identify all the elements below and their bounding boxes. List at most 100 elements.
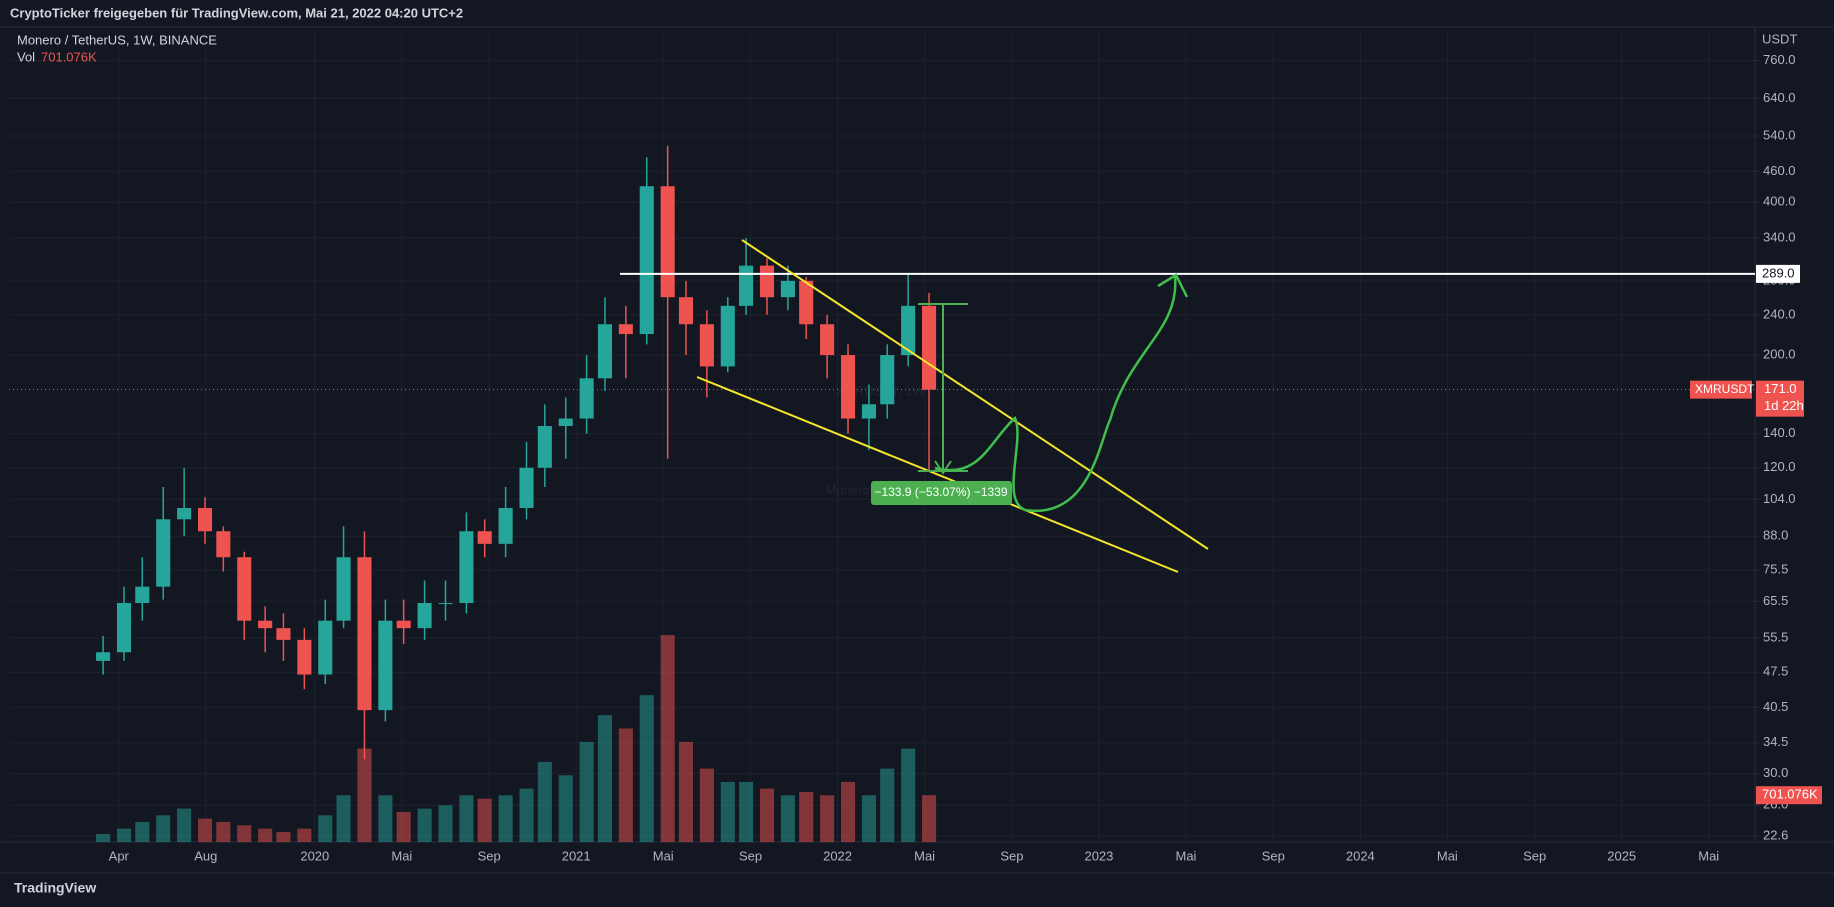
candle-body xyxy=(357,557,372,711)
measure-label: −133.9 (−53.07%) −1339 xyxy=(874,485,1007,499)
candle-body xyxy=(820,324,835,356)
y-tick-label: 22.6 xyxy=(1763,828,1788,843)
candle-body xyxy=(258,620,273,629)
volume-bar xyxy=(639,695,654,842)
price-tag xyxy=(1756,380,1804,417)
y-tick-label: 460.0 xyxy=(1763,163,1796,178)
candle-body xyxy=(759,265,775,298)
candle-body xyxy=(498,507,513,544)
volume-bar xyxy=(579,741,594,842)
candle-body xyxy=(558,418,573,427)
volume-bar xyxy=(258,828,273,842)
volume-bar xyxy=(880,768,895,842)
candle-body xyxy=(156,519,171,587)
volume-bar xyxy=(660,635,675,842)
volume-bar xyxy=(96,833,111,842)
volume-bar xyxy=(459,795,474,842)
candle-body xyxy=(318,620,333,675)
volume-bar xyxy=(840,781,856,842)
volume-bar xyxy=(678,741,694,842)
candle-body xyxy=(579,378,594,419)
countdown-label: 1d 22h xyxy=(1764,398,1804,413)
x-tick-label: 2024 xyxy=(1346,848,1375,863)
symbol-tag xyxy=(1690,380,1752,399)
measure-tool xyxy=(918,303,968,475)
candle-body xyxy=(438,603,453,605)
x-tick-label: Sep xyxy=(1523,848,1546,863)
volume-bar xyxy=(922,795,937,842)
candle-body xyxy=(639,186,654,335)
price-tags: 289.0 XMRUSDT 171.0 1d 22h 701.076K xyxy=(1690,264,1822,805)
volume-bar xyxy=(156,815,171,842)
y-tick-label: 40.5 xyxy=(1763,699,1788,714)
volume-bar xyxy=(135,821,150,842)
volume-bar xyxy=(237,825,252,842)
volume-bar xyxy=(276,831,291,842)
candle-body xyxy=(799,280,814,325)
x-tick-label: 2020 xyxy=(300,848,329,863)
y-tick-label: 340.0 xyxy=(1763,229,1796,244)
drawings: −133.9 (−53.07%) −1339 xyxy=(696,239,1209,573)
x-tick-label: Sep xyxy=(1000,848,1023,863)
x-tick-label: 2021 xyxy=(562,848,591,863)
candle-body xyxy=(197,507,213,532)
x-tick-label: 2023 xyxy=(1084,848,1113,863)
measure-box xyxy=(871,481,1012,505)
volume-bar xyxy=(699,768,714,842)
candle-body xyxy=(780,280,795,298)
y-tick-label: 640.0 xyxy=(1763,90,1796,105)
volume-bar xyxy=(519,788,534,842)
candle-body xyxy=(618,324,633,335)
candle-body xyxy=(519,467,534,508)
x-tick-label: Mai xyxy=(653,848,674,863)
volume-bar xyxy=(438,805,453,842)
symbol-tag-label: XMRUSDT xyxy=(1695,382,1755,396)
y-tick-label: 200.0 xyxy=(1763,347,1796,362)
y-tick-label: 104.0 xyxy=(1763,491,1796,506)
hline-tag xyxy=(1756,264,1800,283)
price-tag-label: 171.0 xyxy=(1764,381,1797,396)
candle-body xyxy=(597,324,612,379)
volume-bar xyxy=(396,811,411,842)
x-tick-label: Mai xyxy=(1176,848,1197,863)
x-tick-label: Apr xyxy=(109,848,130,863)
volume-bar xyxy=(477,798,492,842)
volume-bar xyxy=(216,821,231,842)
volume-pane xyxy=(96,635,937,842)
candle-body xyxy=(216,531,231,558)
y-tick-label: 240.0 xyxy=(1763,306,1796,321)
x-tick-label: Mai xyxy=(1437,848,1458,863)
candle-body xyxy=(861,404,876,419)
volume-bar xyxy=(378,795,393,842)
candle-body xyxy=(901,305,916,356)
x-tick-label: 2022 xyxy=(823,848,852,863)
x-tick-label: Mai xyxy=(1698,848,1719,863)
candle-body xyxy=(699,324,714,367)
candle-body xyxy=(678,297,694,325)
volume-tag-label: 701.076K xyxy=(1762,787,1818,802)
grid: 760.0640.0540.0460.0400.0340.0280.0240.0… xyxy=(9,29,1796,863)
candle-body xyxy=(396,620,411,629)
volume-bar xyxy=(739,781,754,842)
candle-body xyxy=(720,305,735,367)
candles xyxy=(96,145,937,760)
x-tick-label: Aug xyxy=(194,848,217,863)
volume-bar xyxy=(720,781,735,842)
volume-bar xyxy=(597,715,612,842)
trendline-lower xyxy=(696,376,1179,573)
volume-bar xyxy=(116,828,132,842)
y-tick-label: 88.0 xyxy=(1763,528,1788,543)
x-tick-label: Sep xyxy=(1262,848,1285,863)
legend-volume: Vol xyxy=(17,49,35,64)
candle-body xyxy=(96,652,111,661)
projection-arrow xyxy=(934,273,1189,513)
candle-body xyxy=(922,305,937,390)
candle-body xyxy=(378,620,393,711)
candle-body xyxy=(276,628,291,640)
hline-tag-label: 289.0 xyxy=(1762,265,1795,280)
candle-body xyxy=(116,603,132,653)
candle-body xyxy=(336,557,351,621)
volume-bar xyxy=(417,808,432,842)
y-tick-label: 120.0 xyxy=(1763,459,1796,474)
